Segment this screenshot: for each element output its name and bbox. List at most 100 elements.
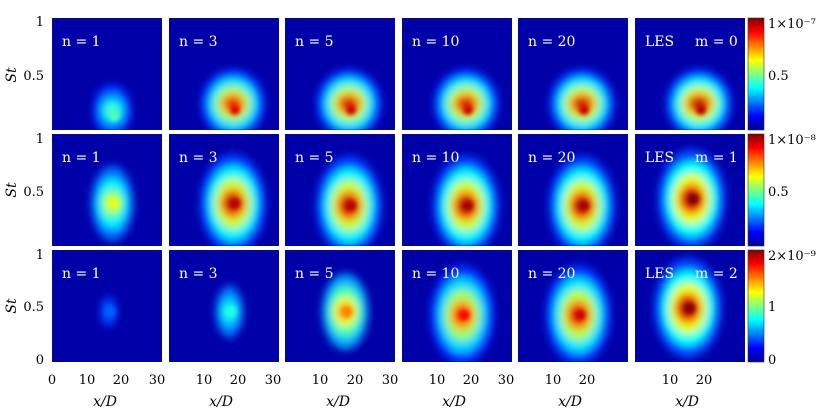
y-axis-label-row3: St <box>4 298 20 314</box>
heatmap-panel <box>518 134 628 246</box>
heatmap-panel <box>402 18 512 130</box>
heatmap-peak <box>109 198 120 209</box>
panel-label: n = 10 <box>412 266 459 282</box>
y-tick-row3-0: 0 <box>36 353 44 368</box>
panel-label: LES <box>645 150 674 166</box>
heatmap-panel <box>52 250 162 362</box>
panel-label: n = 20 <box>528 150 575 166</box>
heatmap-peak <box>230 198 240 209</box>
x-tick: 30 <box>498 373 515 388</box>
heatmap-panel <box>52 134 162 246</box>
x-axis-label-col3: x/D <box>326 394 350 410</box>
heatmap-peak <box>105 306 116 317</box>
x-ticks-col2: 10 20 30 <box>196 373 282 388</box>
heatmap-peak <box>685 303 695 314</box>
heatmap-panel <box>635 18 745 130</box>
colorbar-row3-min: 0 <box>768 353 776 368</box>
heatmap-panel <box>285 134 395 246</box>
x-tick: 30 <box>265 373 282 388</box>
panel-label: n = 5 <box>295 266 334 282</box>
panel-label: n = 20 <box>528 34 575 50</box>
heatmap-panel <box>285 250 395 362</box>
heatmap-panel <box>169 250 279 362</box>
colorbar-row1-max: 1×10⁻⁷ <box>768 17 816 32</box>
mode-label: m = 1 <box>695 150 738 166</box>
x-tick: 20 <box>347 373 364 388</box>
panel-label: LES <box>645 266 674 282</box>
heatmap-peak <box>579 104 589 115</box>
heatmap-peak <box>696 104 706 115</box>
x-ticks-col3: 10 20 30 <box>312 373 399 388</box>
x-tick: 20 <box>696 373 713 388</box>
x-tick: 10 <box>429 373 446 388</box>
x-tick: 30 <box>382 373 399 388</box>
panel-label: n = 10 <box>412 34 459 50</box>
x-tick: 10 <box>312 373 329 388</box>
panel-label: LES <box>645 34 674 50</box>
heatmap-peak <box>575 309 586 320</box>
mode-label: m = 0 <box>695 34 738 50</box>
y-tick-row2-0.5: 0.5 <box>23 185 44 200</box>
heatmap-peak <box>346 104 356 115</box>
x-tick: 10 <box>545 373 562 388</box>
x-tick: 10 <box>79 373 96 388</box>
panel-label: n = 5 <box>295 34 334 50</box>
x-ticks-col1: 0 10 20 30 <box>48 373 165 388</box>
panel-label: n = 1 <box>62 150 101 166</box>
heatmap-panel <box>52 18 162 130</box>
heatmap-panel <box>635 134 745 246</box>
y-tick-row2-1: 1 <box>36 132 44 147</box>
x-tick: 20 <box>230 373 247 388</box>
colorbar-row1-mid: 0.5 <box>768 69 789 84</box>
panel-label: n = 3 <box>179 266 218 282</box>
colorbar-row2-mid: 0.5 <box>768 185 789 200</box>
x-axis-label-col5: x/D <box>558 394 582 410</box>
heatmap-peak <box>226 306 237 317</box>
heatmap-peak <box>342 306 353 317</box>
heatmap-panel <box>518 18 628 130</box>
x-tick: 10 <box>662 373 679 388</box>
colorbar-row3 <box>747 249 765 363</box>
colorbar-row3-max: 2×10⁻⁹ <box>768 249 816 264</box>
x-tick: 30 <box>149 373 166 388</box>
heatmap-panel <box>402 134 512 246</box>
heatmap-panel <box>285 18 395 130</box>
colorbar-row2-max: 1×10⁻⁸ <box>768 133 816 148</box>
y-tick-row3-0.5: 0.5 <box>23 300 44 315</box>
panel-label: n = 10 <box>412 150 459 166</box>
panels-group: n = 1 n = 3 n = 5 n = 10 n = 20 LES m = 0 n = 1… <box>52 18 745 362</box>
heatmap-panel <box>402 250 512 362</box>
y-axis-label-row2: St <box>4 182 20 198</box>
x-ticks-col5: 10 20 <box>545 373 596 388</box>
x-tick: 20 <box>113 373 130 388</box>
mode-label: m = 2 <box>695 266 738 282</box>
panel-label: n = 1 <box>62 34 101 50</box>
colorbar-row1 <box>747 17 765 131</box>
heatmap-peak <box>109 111 120 122</box>
heatmap-peak <box>463 104 473 115</box>
panel-label: n = 3 <box>179 150 218 166</box>
colorbar-row3-mid: 1 <box>768 300 776 315</box>
heatmap-peak <box>346 200 356 211</box>
x-axis-label-col6: x/D <box>675 394 699 410</box>
y-tick-row3-1: 1 <box>36 248 44 263</box>
panel-label: n = 1 <box>62 266 101 282</box>
heatmap-peak <box>688 193 699 204</box>
colorbar-row2 <box>747 133 765 247</box>
x-axis-label-col1: x/D <box>93 394 117 410</box>
heatmap-panel <box>635 250 745 362</box>
y-tick-row1-0.5: 0.5 <box>23 69 44 84</box>
heatmap-peak <box>459 309 470 320</box>
heatmap-panel <box>169 18 279 130</box>
x-axis-label-col2: x/D <box>209 394 233 410</box>
x-tick: 10 <box>196 373 213 388</box>
y-tick-row1-1: 1 <box>36 15 44 30</box>
x-tick: 20 <box>463 373 480 388</box>
x-tick: 0 <box>48 373 56 388</box>
heatmap-peak <box>230 104 240 115</box>
panel-label: n = 20 <box>528 266 575 282</box>
x-axis-label-col4: x/D <box>442 394 466 410</box>
panel-label: n = 3 <box>179 34 218 50</box>
x-ticks-col6: 10 20 <box>662 373 713 388</box>
